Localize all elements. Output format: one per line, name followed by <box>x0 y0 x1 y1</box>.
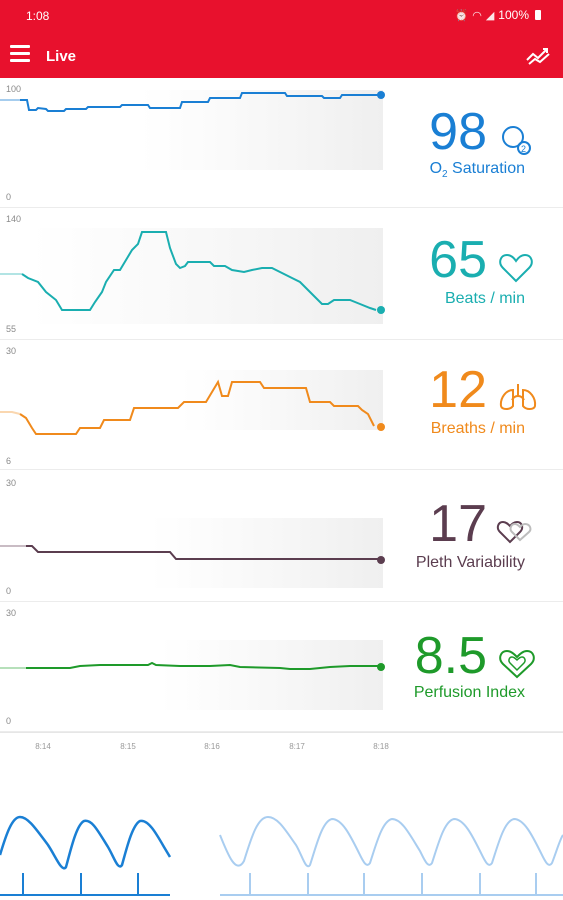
trend-icon[interactable] <box>525 44 551 66</box>
pulse-rate-y-max: 140 <box>6 214 22 224</box>
pleth-variability-y-min: 0 <box>6 586 12 596</box>
battery-icon <box>535 10 541 20</box>
time-tick: 8:16 <box>204 742 220 751</box>
pleth-variability-label: Pleth Variability <box>415 554 525 571</box>
respiration-rate-y-max: 30 <box>6 346 17 356</box>
svg-text:2: 2 <box>521 144 526 154</box>
time-tick: 8:18 <box>373 742 389 751</box>
perfusion-index-value: 8.5 <box>414 627 487 685</box>
spo2-value: 98 <box>429 103 487 161</box>
perfusion-index-panel[interactable]: 30 0 8.5 Perfusion Index <box>0 602 563 732</box>
page-title: Live <box>46 48 77 65</box>
pleth-waveform <box>0 815 563 896</box>
pulse-rate-trend-chart <box>0 228 385 324</box>
respiration-rate-value: 12 <box>429 361 487 419</box>
heart-in-heart-icon <box>499 649 535 679</box>
heart-outline-icon <box>499 253 533 283</box>
perfusion-index-trend-chart <box>0 640 385 710</box>
o2-bubbles-icon: 2 <box>502 126 531 155</box>
pulse-rate-panel[interactable]: 140 55 65 Beats / min <box>0 208 563 340</box>
perfusion-index-label: Perfusion Index <box>413 684 525 701</box>
battery-percent: 100% <box>498 8 529 22</box>
time-axis: 8:14 8:15 8:16 8:17 8:18 <box>0 732 563 756</box>
spo2-y-max: 100 <box>6 84 22 94</box>
pleth-variability-trend-chart <box>0 518 385 588</box>
pulse-rate-value: 65 <box>429 231 487 289</box>
app-bar: Live <box>0 32 563 78</box>
respiration-rate-trend-chart <box>0 370 385 435</box>
pulse-rate-y-min: 55 <box>6 324 17 334</box>
status-bar: 1:08 ⏰ ◠ ◢ 100% <box>0 0 563 32</box>
perfusion-index-y-max: 30 <box>6 608 17 618</box>
pleth-variability-panel[interactable]: 30 0 17 Pleth Variability <box>0 470 563 602</box>
pleth-variability-value: 17 <box>429 495 487 553</box>
respiration-rate-y-min: 6 <box>6 456 12 466</box>
time-tick: 8:14 <box>35 742 51 751</box>
signal-icon: ◢ <box>485 9 495 22</box>
pulse-rate-label: Beats / min <box>444 290 525 307</box>
respiration-rate-panel[interactable]: 30 6 12 Breaths / min <box>0 340 563 470</box>
status-icons: ⏰ ◠ ◢ 100% <box>455 8 541 22</box>
pleth-variability-y-max: 30 <box>6 478 17 488</box>
spo2-y-min: 0 <box>6 192 12 202</box>
spo2-label: O2 Saturation <box>429 160 525 181</box>
double-heart-icon <box>496 520 532 544</box>
spo2-panel[interactable]: 100 0 98 2 O2 Saturation <box>0 78 563 208</box>
time-tick: 8:17 <box>289 742 305 751</box>
alarm-icon: ⏰ <box>454 9 469 22</box>
respiration-rate-label: Breaths / min <box>430 420 525 437</box>
spo2-trend-chart <box>0 90 385 170</box>
lungs-icon <box>499 384 537 410</box>
menu-icon[interactable] <box>10 45 32 65</box>
time-tick: 8:15 <box>120 742 136 751</box>
status-time: 1:08 <box>26 9 50 23</box>
perfusion-index-y-min: 0 <box>6 716 12 726</box>
wifi-icon: ◠ <box>472 9 482 22</box>
